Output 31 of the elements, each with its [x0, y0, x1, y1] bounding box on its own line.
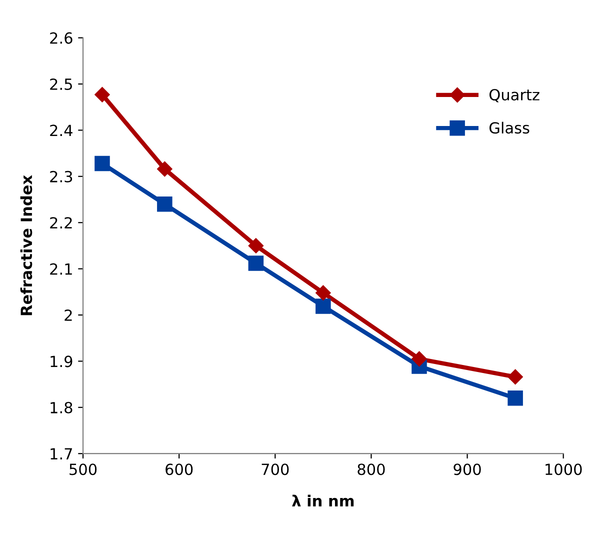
point	[248, 256, 264, 271]
x-tick-label: 700	[262, 464, 289, 476]
y-tick-label: 2.6	[50, 32, 72, 44]
y-tick-label: 2.5	[50, 78, 72, 90]
point	[316, 298, 331, 314]
point	[94, 156, 110, 172]
point	[316, 285, 331, 300]
point	[94, 87, 110, 102]
x-tick-label: 900	[454, 464, 481, 476]
point	[157, 196, 172, 212]
point	[412, 351, 427, 366]
point	[157, 161, 172, 177]
y-tick-label: 2.1	[50, 263, 72, 275]
x-tick-label: 800	[358, 464, 385, 476]
y-tick-label: 2.2	[50, 217, 72, 228]
legend-label: Glass	[489, 122, 530, 134]
y-tick-label: 1.8	[50, 402, 72, 414]
y-tick-label: 2	[64, 309, 72, 321]
legend-label: Quartz	[489, 88, 540, 102]
point	[248, 238, 264, 254]
x-axis-title: λ in nm	[292, 494, 354, 506]
y-tick-label: 1.7	[50, 448, 72, 460]
y-axis-title: Refractive Index	[20, 175, 32, 316]
y-tick-label: 2.3	[50, 170, 72, 182]
y-tick-label: 2.4	[50, 124, 72, 136]
x-tick-label: 600	[166, 464, 193, 476]
x-tick-label: 1000	[546, 464, 582, 476]
point	[508, 369, 523, 384]
point	[508, 390, 523, 406]
x-tick-label: 500	[70, 464, 97, 476]
y-tick-label: 1.9	[50, 356, 72, 368]
